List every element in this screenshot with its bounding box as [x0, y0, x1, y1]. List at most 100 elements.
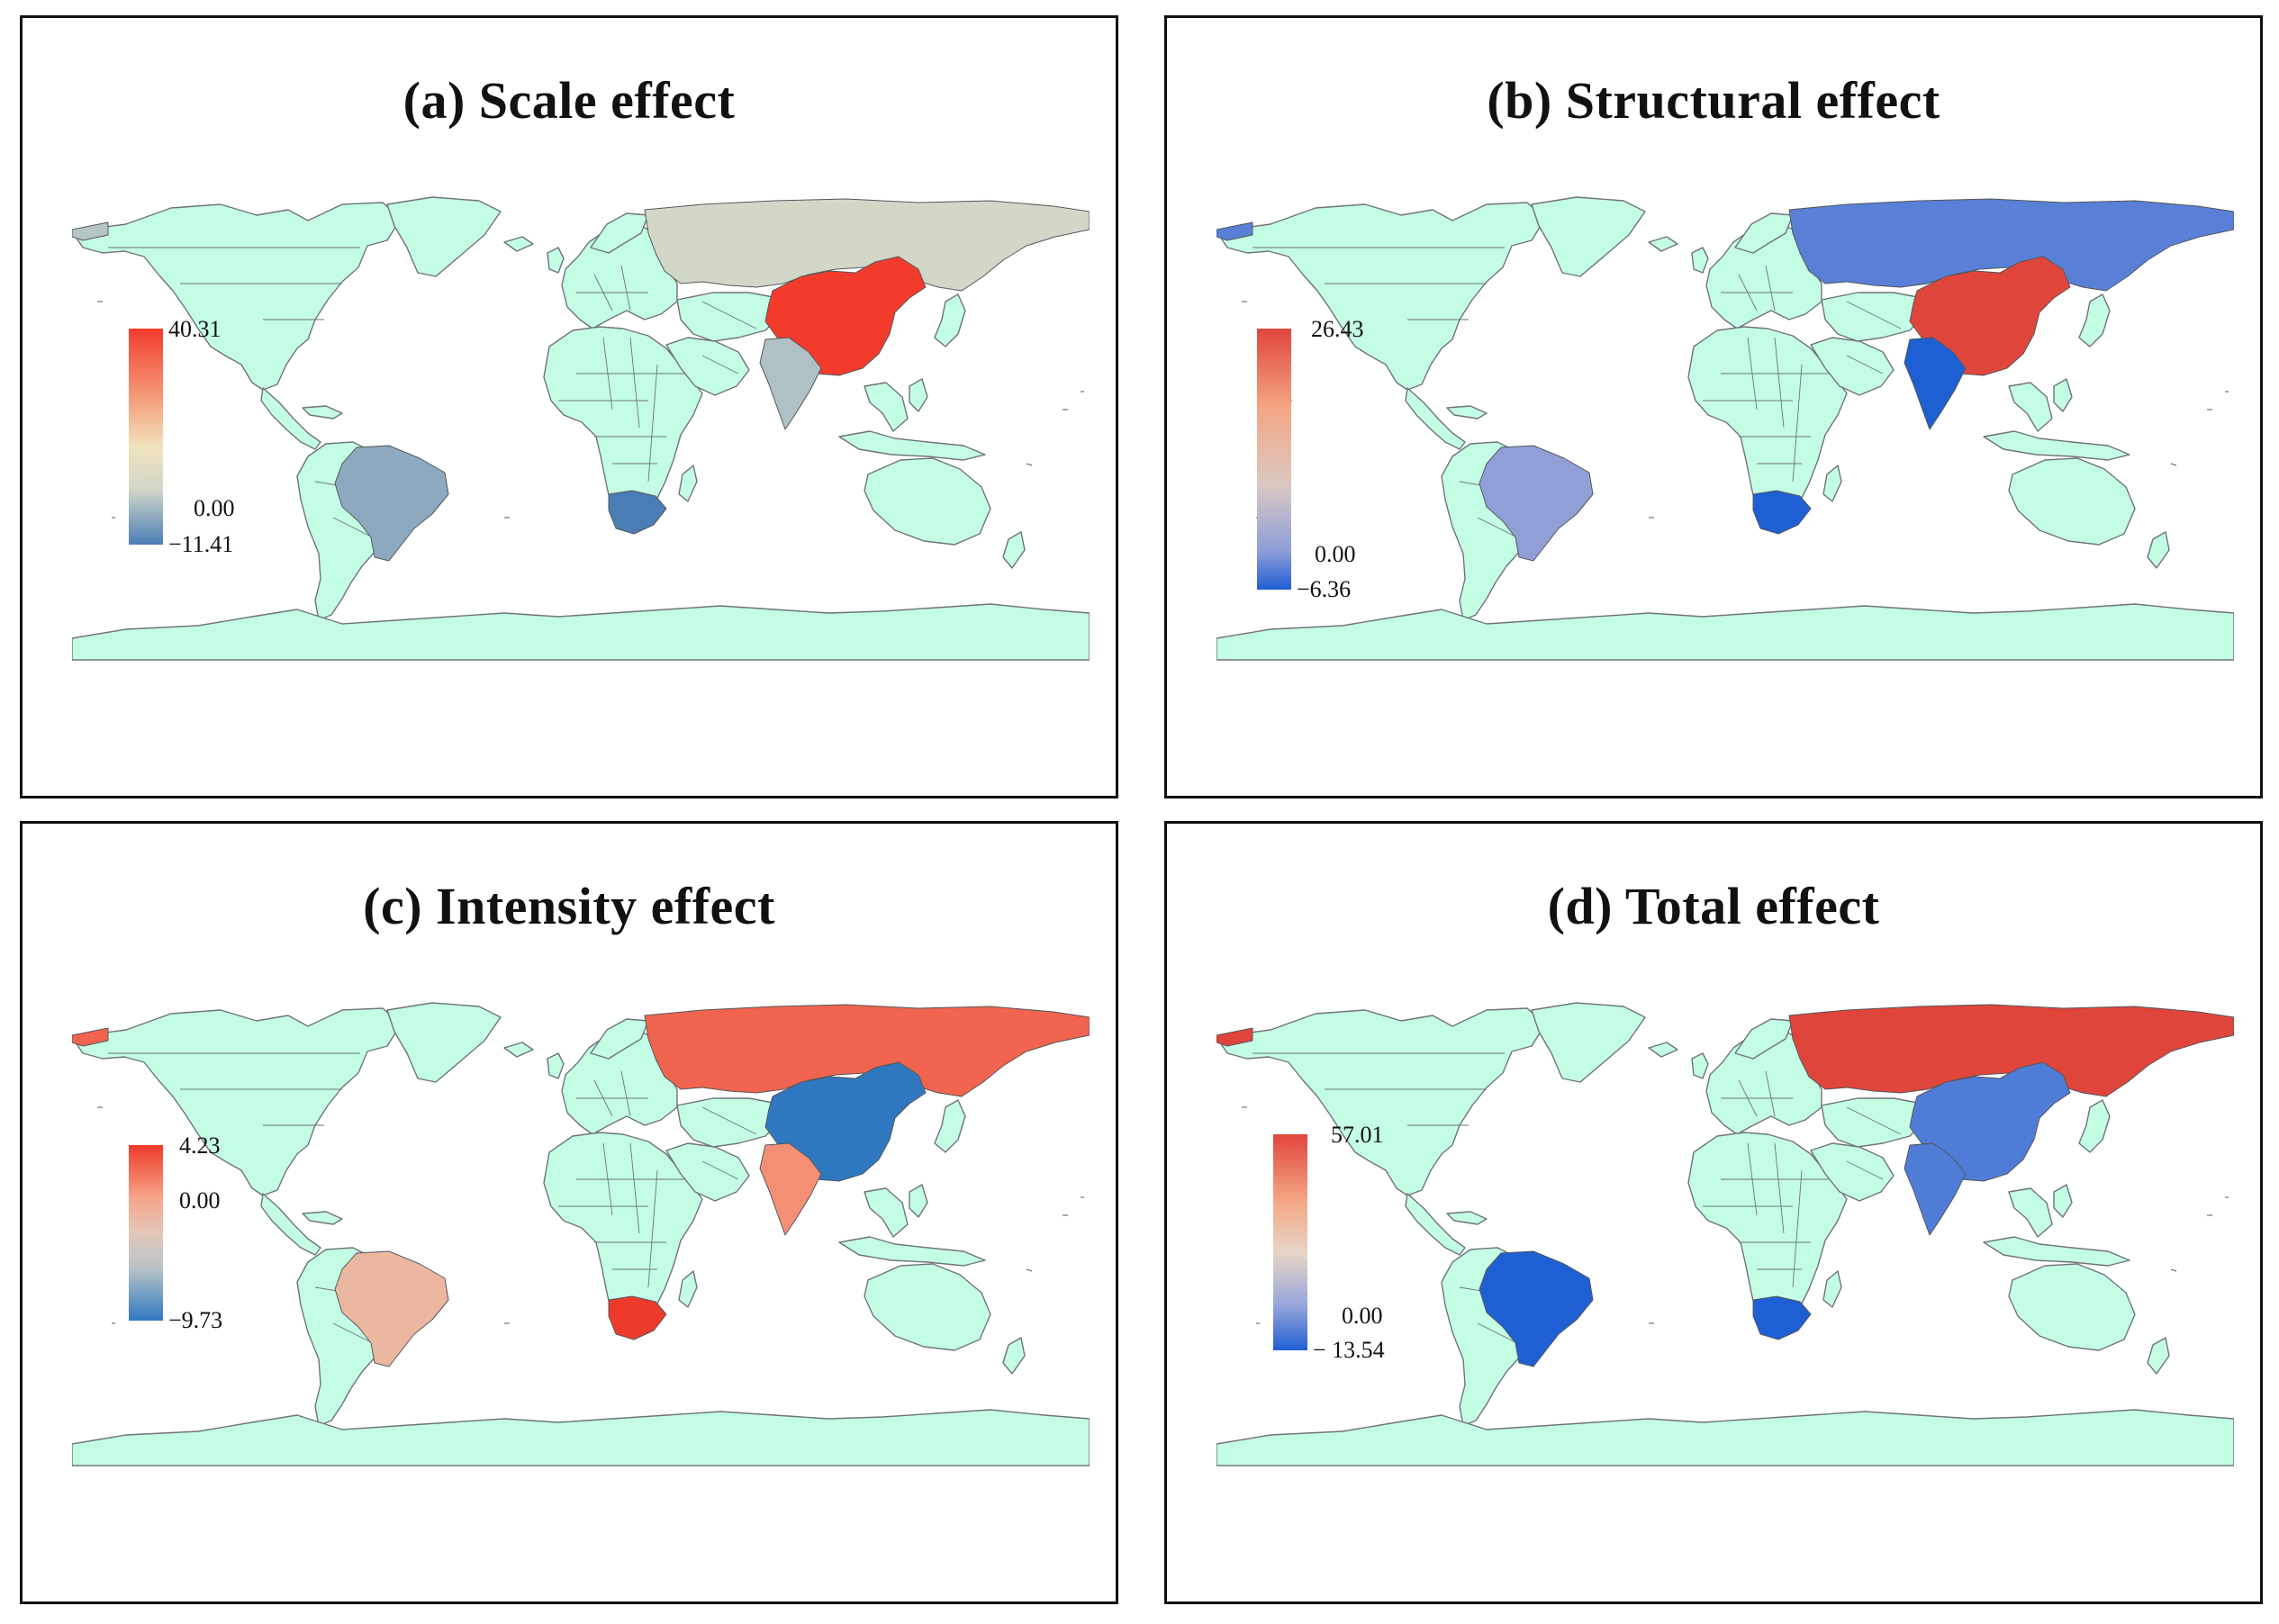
japan-land [2078, 1099, 2111, 1153]
indonesia-land [1983, 1236, 2130, 1267]
country-border [647, 1169, 658, 1288]
country-russia [1788, 1004, 2234, 1097]
country-border [620, 1070, 631, 1117]
country-border [701, 355, 739, 374]
new-zealand-land [1002, 531, 1026, 569]
madagascar-land [678, 465, 698, 502]
colorbar-max-label: 57.01 [1331, 1122, 1384, 1148]
colorbar-max-label: 26.43 [1311, 316, 1364, 342]
panel-title: (a) Scale effect [402, 71, 736, 130]
southeast-asia-land [864, 1187, 909, 1238]
uk-land [1691, 247, 1709, 274]
panel-c: (c) Intensity effect 4.23 0.00 −9.73 [20, 821, 1118, 1604]
north-america-land [72, 1007, 402, 1196]
world-map [1216, 196, 2234, 661]
colorbar-zero-label: 0.00 [179, 1187, 221, 1213]
central-america-land [260, 387, 321, 450]
country-russia [644, 198, 1090, 292]
country-border [1846, 1106, 1902, 1135]
country-border [1738, 274, 1758, 311]
colorbar-zero-label: 0.00 [1342, 1303, 1383, 1329]
madagascar-land [678, 1270, 698, 1308]
colorbar-max-label: 40.31 [168, 316, 222, 342]
colorbar-min-label: −11.41 [168, 531, 234, 557]
country-border [602, 1142, 613, 1216]
country-border [701, 1106, 757, 1135]
central-america-land [1405, 1193, 1466, 1256]
africa-land [543, 1132, 703, 1335]
country-border [1765, 1070, 1776, 1117]
new-zealand-land [2147, 1337, 2170, 1375]
madagascar-land [1822, 1270, 1842, 1308]
greenland-land [386, 196, 502, 277]
southeast-asia-land [2008, 1187, 2053, 1238]
philippines-land [2053, 1184, 2073, 1218]
north-america-land [1216, 1007, 1546, 1196]
country-alaska [72, 1027, 109, 1047]
island [2170, 463, 2177, 466]
caribbean-land [1446, 405, 1488, 420]
colorbar-gradient [1273, 1134, 1307, 1350]
country-russia [1788, 198, 2234, 292]
philippines-land [909, 1184, 928, 1218]
country-border [620, 265, 631, 311]
japan-land [934, 293, 966, 347]
country-border [1747, 337, 1758, 411]
world-map [72, 196, 1090, 661]
country-border [1774, 337, 1785, 429]
country-border [1792, 364, 1803, 483]
greenland-land [1531, 196, 1646, 277]
island [2170, 1268, 2177, 1272]
middle-east-land [1810, 1142, 1895, 1202]
country-india [759, 1142, 822, 1236]
antarctica-land [1216, 603, 2234, 661]
country-border [1765, 265, 1776, 311]
country-border [1747, 1142, 1758, 1216]
country-border [629, 337, 640, 429]
central-asia-land [676, 292, 784, 342]
country-border [1846, 355, 1884, 374]
country-india [1904, 1142, 1967, 1236]
colorbar-gradient [1257, 329, 1291, 590]
country-russia [644, 1004, 1090, 1097]
antarctica-land [72, 603, 1090, 661]
country-border [332, 517, 370, 537]
iceland-land [503, 1042, 534, 1058]
iceland-land [1648, 236, 1678, 252]
colorbar-gradient [129, 329, 163, 545]
indonesia-land [1983, 430, 2130, 461]
country-south-africa [608, 1295, 667, 1340]
country-border [629, 1142, 640, 1234]
caribbean-land [302, 405, 343, 420]
africa-land [1687, 326, 1848, 529]
australia-land [864, 457, 991, 546]
island [1026, 1268, 1033, 1272]
caribbean-land [1446, 1211, 1488, 1225]
africa-land [1687, 1132, 1848, 1335]
antarctica-land [72, 1409, 1090, 1466]
country-border [602, 337, 613, 411]
philippines-land [909, 378, 928, 412]
central-america-land [1405, 387, 1466, 450]
world-map [72, 1002, 1090, 1466]
colorbar-gradient [129, 1145, 163, 1321]
country-border [1738, 1079, 1758, 1117]
colorbar-min-label: −9.73 [168, 1307, 223, 1333]
colorbar-min-label: − 13.54 [1313, 1337, 1385, 1363]
country-brazil [1479, 1250, 1594, 1367]
country-border [593, 274, 613, 311]
caribbean-land [302, 1211, 343, 1225]
country-border [593, 1079, 613, 1117]
indonesia-land [838, 1236, 986, 1267]
country-border [701, 1160, 739, 1180]
australia-land [864, 1263, 991, 1351]
panel-b: (b) Structural effect 26.43 0.00 −6.36 [1164, 15, 2263, 798]
country-alaska [72, 221, 109, 241]
central-asia-land [1821, 292, 1929, 342]
country-brazil [1479, 445, 1594, 562]
panel-d: (d) Total effect 57.01 0.00 − 13.54 [1164, 821, 2263, 1604]
colorbar-zero-label: 0.00 [194, 495, 235, 521]
north-america-land [1216, 202, 1546, 391]
panel-title: (d) Total effect [1547, 877, 1880, 935]
country-india [1904, 337, 1967, 430]
